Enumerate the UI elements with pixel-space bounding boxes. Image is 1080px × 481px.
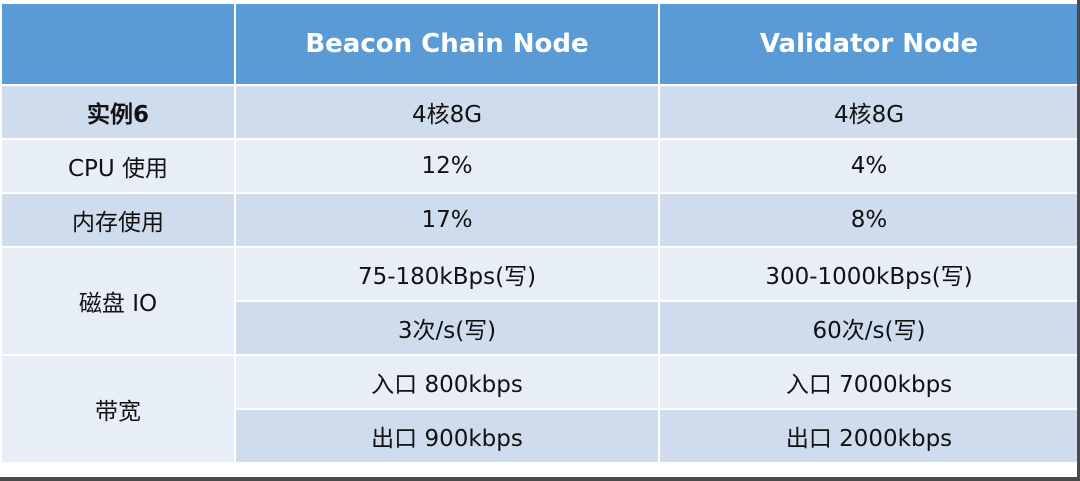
frame-bottom-border [0,477,1080,481]
table-header-row: Beacon Chain Node Validator Node [0,2,1080,86]
cell-beacon-instance: 4核8G [234,84,660,140]
table-row-bandwidth-ingress: 带宽 入口 800kbps 入口 7000kbps [0,354,1080,464]
cell-validator-cpu: 4% [658,138,1080,194]
cell-beacon-disk-throughput: 75-180kBps(写) [234,246,660,302]
table-row-disk-io-ops: 3次/s(写) 60次/s(写) [1,300,1080,356]
frame-right-border [1077,0,1080,481]
table-row-cpu: CPU 使用 12% 4% [0,138,1080,194]
cell-beacon-cpu: 12% [234,138,660,194]
table-row-disk-io-throughput: 磁盘 IO 75-180kBps(写) 300-1000kBps(写) [0,246,1080,356]
row-label-memory: 内存使用 [0,192,236,248]
cell-beacon-ingress: 入口 800kbps [234,354,660,410]
table-row-memory: 内存使用 17% 8% [0,192,1080,248]
cell-beacon-disk-ops: 3次/s(写) [234,300,660,356]
cell-validator-memory: 8% [658,192,1080,248]
row-label-disk-io: 磁盘 IO [0,246,236,356]
row-label-bandwidth: 带宽 [0,354,236,464]
cell-validator-disk-throughput: 300-1000kBps(写) [658,246,1080,302]
node-spec-table: Beacon Chain Node Validator Node 实例6 4核8… [0,2,1080,464]
header-empty-cell [0,2,236,86]
cell-validator-instance: 4核8G [658,84,1080,140]
table-row-instance: 实例6 4核8G 4核8G [0,84,1080,140]
cell-validator-egress: 出口 2000kbps [658,408,1080,464]
cell-beacon-egress: 出口 900kbps [234,408,660,464]
header-validator-node: Validator Node [658,2,1080,86]
row-label-cpu: CPU 使用 [0,138,236,194]
cell-validator-ingress: 入口 7000kbps [658,354,1080,410]
row-label-instance: 实例6 [0,84,236,140]
cell-beacon-memory: 17% [234,192,660,248]
header-beacon-chain-node: Beacon Chain Node [234,2,660,86]
table-row-bandwidth-egress: 出口 900kbps 出口 2000kbps [1,408,1080,464]
cell-validator-disk-ops: 60次/s(写) [658,300,1080,356]
